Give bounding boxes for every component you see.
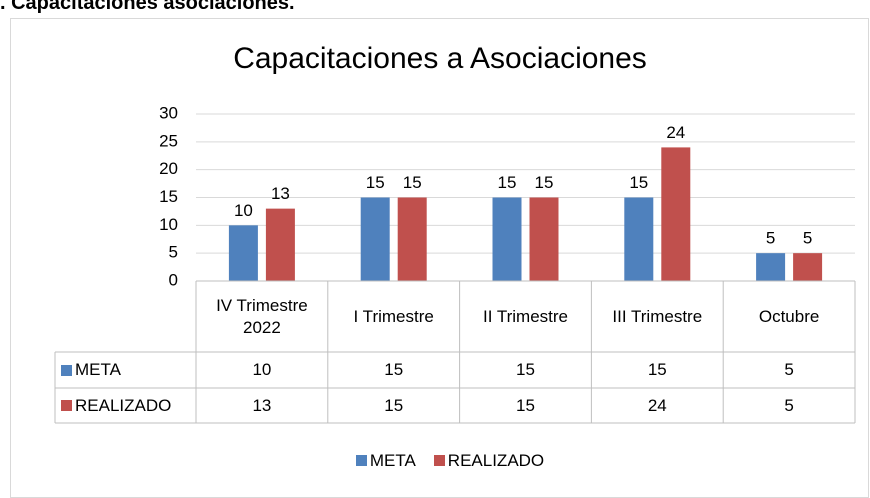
y-tick-label: 0	[169, 270, 178, 289]
data-label: 13	[271, 184, 290, 203]
section-heading: . Capacitaciones asociaciones.	[0, 0, 295, 14]
table-header-cell: II Trimestre	[482, 306, 568, 326]
table-cell: 15	[384, 360, 404, 379]
y-tick-label: 10	[159, 215, 178, 234]
table-cell: 15	[647, 360, 667, 379]
bar	[228, 225, 258, 281]
row-label: REALIZADO	[75, 395, 172, 415]
data-label: 15	[498, 173, 517, 192]
table-cell: 5	[784, 360, 794, 379]
bar	[793, 253, 823, 281]
table-row-header: META	[55, 352, 196, 388]
chart-title: Capacitaciones a Asociaciones	[233, 42, 647, 75]
y-tick-label: 25	[159, 131, 178, 150]
legend-key	[433, 455, 445, 466]
legend-label: REALIZADO	[447, 451, 545, 470]
table-cell: 15	[516, 360, 535, 379]
legend-item: REALIZADO	[433, 450, 545, 472]
legend-item: META	[355, 450, 416, 472]
table-cell: 13	[252, 395, 272, 415]
table-cell: 15	[516, 395, 535, 415]
data-label: 5	[766, 229, 775, 248]
bar	[397, 197, 427, 281]
bar	[756, 253, 786, 281]
data-label: 15	[535, 173, 554, 192]
table-cell: 15	[384, 395, 404, 415]
legend-key	[61, 364, 72, 376]
table-cell: 24	[647, 395, 667, 415]
legend-label: META	[369, 451, 416, 470]
table-header-cell: IV Trimestre 2022	[216, 295, 308, 337]
y-tick-label: 15	[159, 187, 178, 206]
table-header-cell: I Trimestre	[353, 306, 434, 326]
bar	[492, 197, 522, 281]
legend-key	[61, 400, 72, 411]
data-label: 5	[803, 229, 812, 248]
data-label: 15	[366, 173, 385, 192]
table-row-header: REALIZADO	[55, 388, 196, 423]
data-label: 24	[666, 123, 685, 142]
bar	[661, 147, 691, 281]
y-tick-label: 20	[159, 159, 178, 178]
bar	[360, 197, 390, 281]
legend: META REALIZADO	[0, 446, 870, 476]
bar	[265, 208, 295, 281]
table-header-cell: Octubre	[758, 306, 820, 326]
row-label: META	[75, 360, 121, 379]
data-label: 10	[234, 201, 253, 220]
y-tick-label: 5	[169, 243, 178, 262]
table-cell: 10	[252, 360, 272, 379]
table-cell: 5	[784, 395, 794, 415]
bar	[624, 197, 654, 281]
data-label: 15	[403, 173, 422, 192]
bar	[529, 197, 559, 281]
legend-key	[355, 455, 367, 466]
data-label: 15	[629, 173, 648, 192]
y-tick-label: 30	[159, 103, 178, 122]
table-header-cell: III Trimestre	[612, 306, 703, 326]
